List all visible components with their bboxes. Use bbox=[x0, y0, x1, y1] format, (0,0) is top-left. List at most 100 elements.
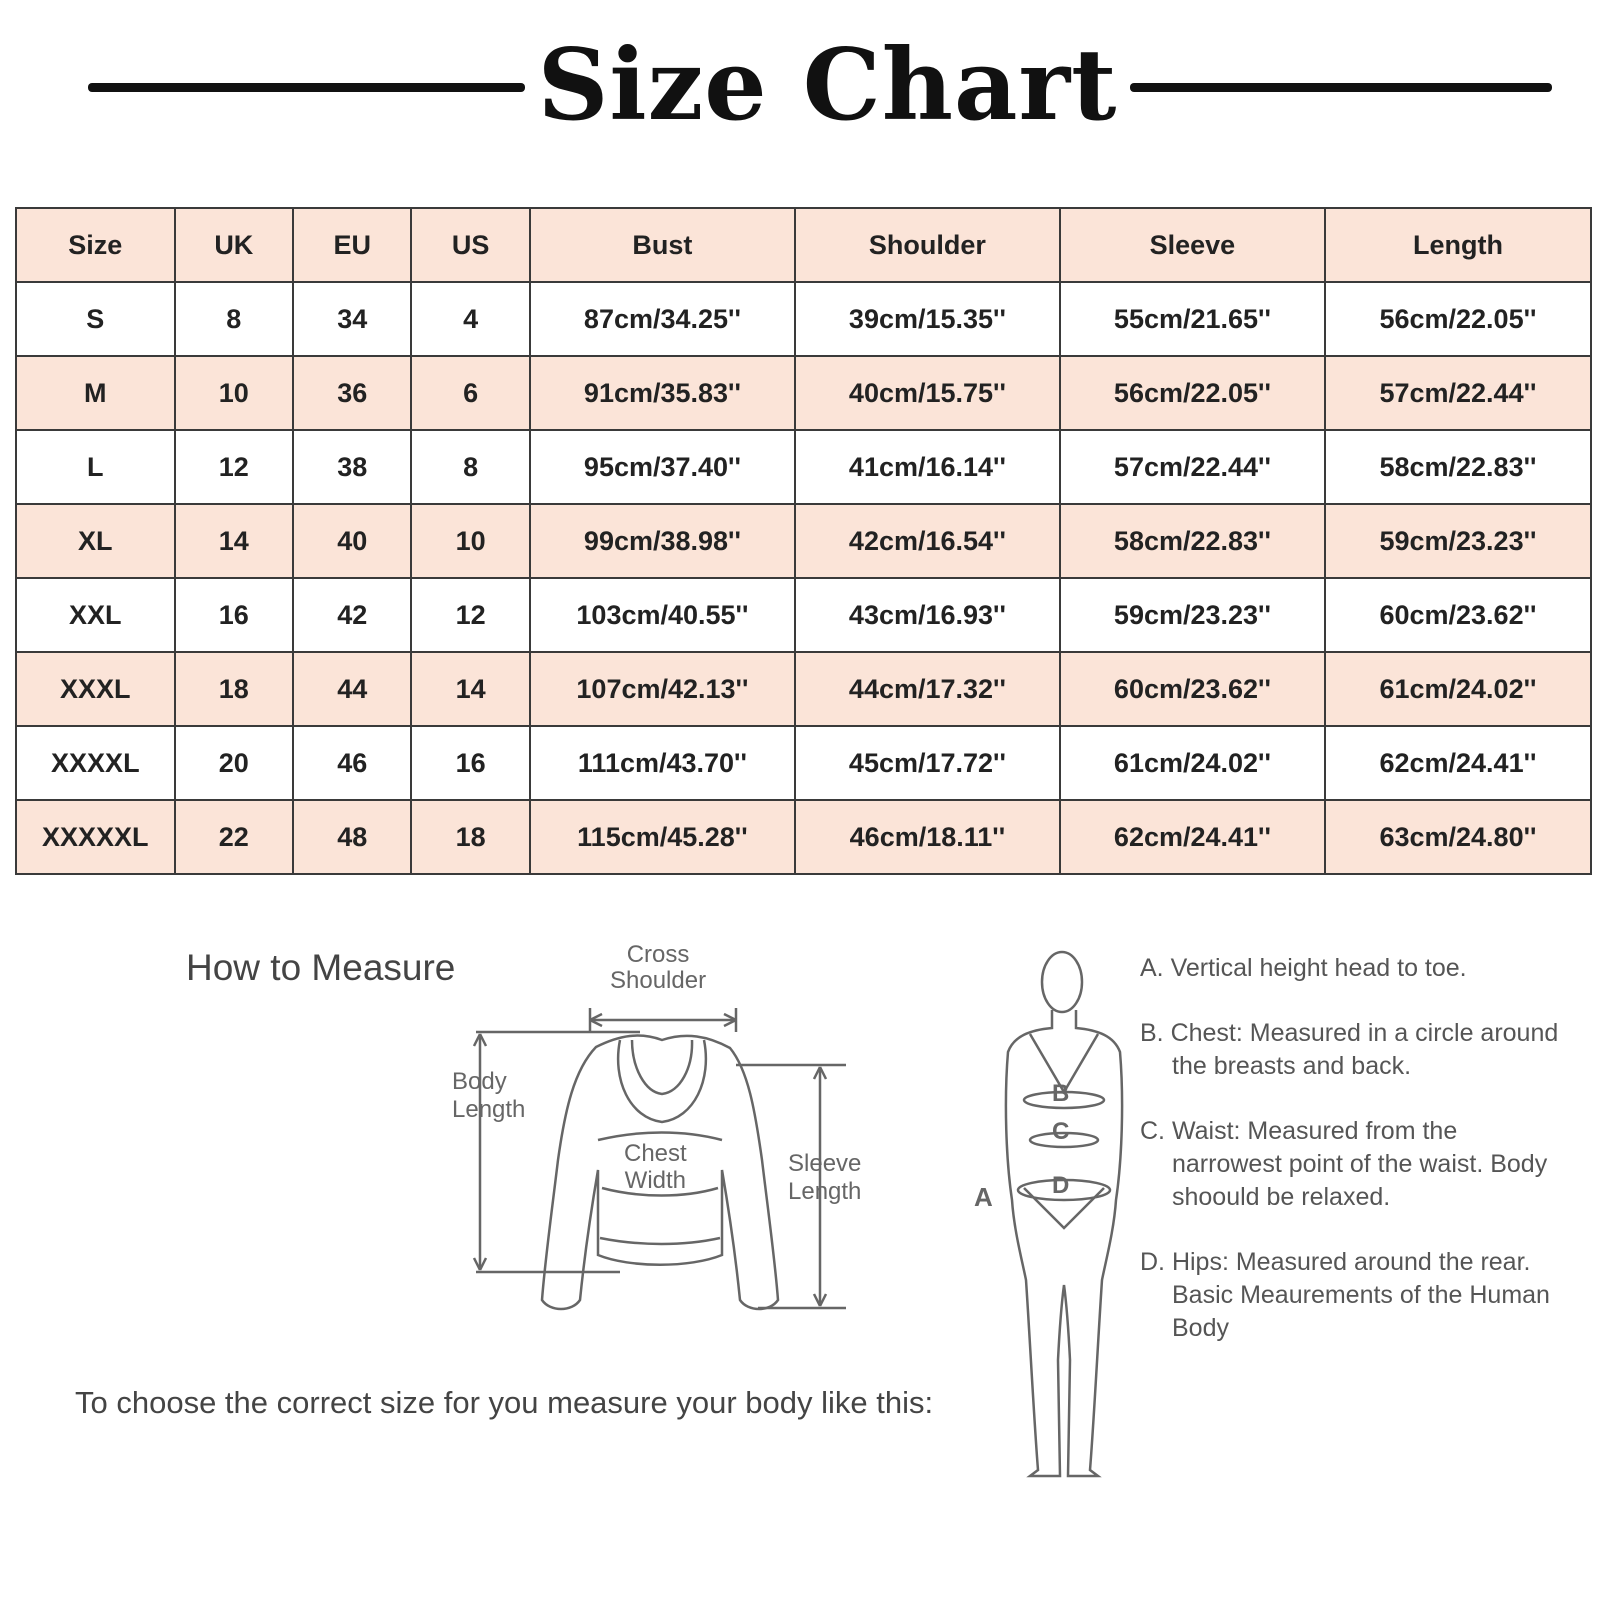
cross-shoulder-label: Cross Shoulder bbox=[610, 942, 706, 994]
table-cell: 16 bbox=[410, 725, 531, 801]
note-item: C. Waist: Measured from the narrowest po… bbox=[1140, 1115, 1560, 1214]
body-length-label-line2: Length bbox=[452, 1096, 526, 1123]
table-cell: XXXL bbox=[15, 651, 176, 727]
table-cell: 18 bbox=[410, 799, 531, 875]
table-cell: 44 bbox=[292, 651, 413, 727]
size-table: Size UK EU US Bust Shoulder Sleeve Lengt… bbox=[15, 207, 1593, 875]
table-row: XXXXL 20 46 16 111cm/43.70'' 45cm/17.72'… bbox=[15, 725, 1593, 801]
note-text: A. Vertical height head to toe. bbox=[1140, 954, 1467, 982]
sleeve-length-label: Sleeve Length bbox=[788, 1150, 861, 1206]
page-title: Size Chart bbox=[537, 28, 1118, 143]
table-cell: 44cm/17.32'' bbox=[793, 651, 1061, 727]
sweater-hem bbox=[599, 1236, 721, 1246]
table-row: S 8 34 4 87cm/34.25'' 39cm/15.35'' 55cm/… bbox=[15, 281, 1593, 357]
table-cell: 58cm/22.83'' bbox=[1323, 429, 1593, 505]
how-to-measure-heading: How to Measure bbox=[186, 947, 456, 988]
table-cell: 103cm/40.55'' bbox=[528, 577, 796, 653]
table-cell: 58cm/22.83'' bbox=[1058, 503, 1326, 579]
table-cell: 6 bbox=[410, 355, 531, 431]
table-cell: 45cm/17.72'' bbox=[793, 725, 1061, 801]
header-cell: UK bbox=[173, 207, 295, 283]
table-row: XXXL 18 44 14 107cm/42.13'' 44cm/17.32''… bbox=[15, 651, 1593, 727]
table-row: L 12 38 8 95cm/37.40'' 41cm/16.14'' 57cm… bbox=[15, 429, 1593, 505]
table-cell: 115cm/45.28'' bbox=[528, 799, 796, 875]
header-cell: Length bbox=[1323, 207, 1593, 283]
table-cell: 62cm/24.41'' bbox=[1058, 799, 1326, 875]
header-cell: Sleeve bbox=[1058, 207, 1326, 283]
table-cell: XXXXXL bbox=[15, 799, 176, 875]
table-cell: 63cm/24.80'' bbox=[1323, 799, 1593, 875]
title-rule-right bbox=[1130, 83, 1552, 92]
table-cell: 48 bbox=[292, 799, 413, 875]
table-row: M 10 36 6 91cm/35.83'' 40cm/15.75'' 56cm… bbox=[15, 355, 1593, 431]
table-cell: 20 bbox=[173, 725, 295, 801]
table-cell: 39cm/15.35'' bbox=[793, 281, 1061, 357]
table-row: XXL 16 42 12 103cm/40.55'' 43cm/16.93'' … bbox=[15, 577, 1593, 653]
table-cell: 42cm/16.54'' bbox=[793, 503, 1061, 579]
table-row: XXXXXL 22 48 18 115cm/45.28'' 46cm/18.11… bbox=[15, 799, 1593, 875]
header-cell: Shoulder bbox=[793, 207, 1061, 283]
table-cell: S bbox=[15, 281, 176, 357]
table-cell: 111cm/43.70'' bbox=[528, 725, 796, 801]
table-cell: 55cm/21.65'' bbox=[1058, 281, 1326, 357]
table-cell: 56cm/22.05'' bbox=[1058, 355, 1326, 431]
table-cell: 22 bbox=[173, 799, 295, 875]
table-cell: 12 bbox=[410, 577, 531, 653]
table-cell: 36 bbox=[292, 355, 413, 431]
header-cell: Bust bbox=[528, 207, 796, 283]
table-cell: 61cm/24.02'' bbox=[1323, 651, 1593, 727]
table-cell: 99cm/38.98'' bbox=[528, 503, 796, 579]
chest-width-label-line2: Width bbox=[624, 1167, 687, 1194]
body-length-label: Body Length bbox=[452, 1068, 525, 1124]
note-text: D. Hips: Measured around the rear. Basic… bbox=[1140, 1248, 1550, 1342]
table-cell: L bbox=[15, 429, 176, 505]
table-cell: 4 bbox=[410, 281, 531, 357]
table-cell: 42 bbox=[292, 577, 413, 653]
table-cell: 91cm/35.83'' bbox=[528, 355, 796, 431]
table-cell: 40 bbox=[292, 503, 413, 579]
measurement-notes: A. Vertical height head to toe. B. Chest… bbox=[1140, 952, 1560, 1377]
table-cell: 10 bbox=[410, 503, 531, 579]
table-cell: 57cm/22.44'' bbox=[1323, 355, 1593, 431]
table-cell: 59cm/23.23'' bbox=[1323, 503, 1593, 579]
table-cell: 46cm/18.11'' bbox=[793, 799, 1061, 875]
table-cell: 57cm/22.44'' bbox=[1058, 429, 1326, 505]
table-cell: 60cm/23.62'' bbox=[1058, 651, 1326, 727]
body-label-b: B bbox=[1052, 1080, 1070, 1107]
table-cell: 8 bbox=[410, 429, 531, 505]
table-cell: 46 bbox=[292, 725, 413, 801]
table-cell: 59cm/23.23'' bbox=[1058, 577, 1326, 653]
table-cell: XL bbox=[15, 503, 176, 579]
body-figure bbox=[1004, 950, 1124, 1478]
table-cell: 62cm/24.41'' bbox=[1323, 725, 1593, 801]
table-cell: 18 bbox=[173, 651, 295, 727]
note-text: C. Waist: Measured from the narrowest po… bbox=[1140, 1117, 1548, 1211]
table-header-row: Size UK EU US Bust Shoulder Sleeve Lengt… bbox=[15, 207, 1593, 283]
cross-shoulder-label-line1: Cross bbox=[626, 941, 690, 968]
table-cell: 107cm/42.13'' bbox=[528, 651, 796, 727]
measure-instruction: To choose the correct size for you measu… bbox=[75, 1385, 934, 1420]
table-cell: 34 bbox=[292, 281, 413, 357]
chest-width-label-line1: Chest bbox=[624, 1140, 687, 1167]
table-cell: XXXXL bbox=[15, 725, 176, 801]
table-cell: 61cm/24.02'' bbox=[1058, 725, 1326, 801]
note-item: A. Vertical height head to toe. bbox=[1140, 952, 1560, 985]
table-cell: 16 bbox=[173, 577, 295, 653]
header-cell: US bbox=[410, 207, 531, 283]
table-cell: 38 bbox=[292, 429, 413, 505]
table-cell: 14 bbox=[173, 503, 295, 579]
header-cell: EU bbox=[292, 207, 413, 283]
table-cell: XXL bbox=[15, 577, 176, 653]
note-text: B. Chest: Measured in a circle around th… bbox=[1140, 1019, 1559, 1080]
table-cell: 12 bbox=[173, 429, 295, 505]
body-label-c: C bbox=[1052, 1118, 1070, 1145]
header-cell: Size bbox=[15, 207, 176, 283]
sleeve-length-label-line2: Length bbox=[788, 1178, 862, 1205]
table-cell: 10 bbox=[173, 355, 295, 431]
note-item: B. Chest: Measured in a circle around th… bbox=[1140, 1017, 1560, 1083]
sweater-collar bbox=[616, 1039, 708, 1124]
table-cell: 40cm/15.75'' bbox=[793, 355, 1061, 431]
title-rule-left bbox=[88, 83, 525, 92]
body-label-a: A bbox=[974, 1182, 993, 1212]
table-cell: 60cm/23.62'' bbox=[1323, 577, 1593, 653]
